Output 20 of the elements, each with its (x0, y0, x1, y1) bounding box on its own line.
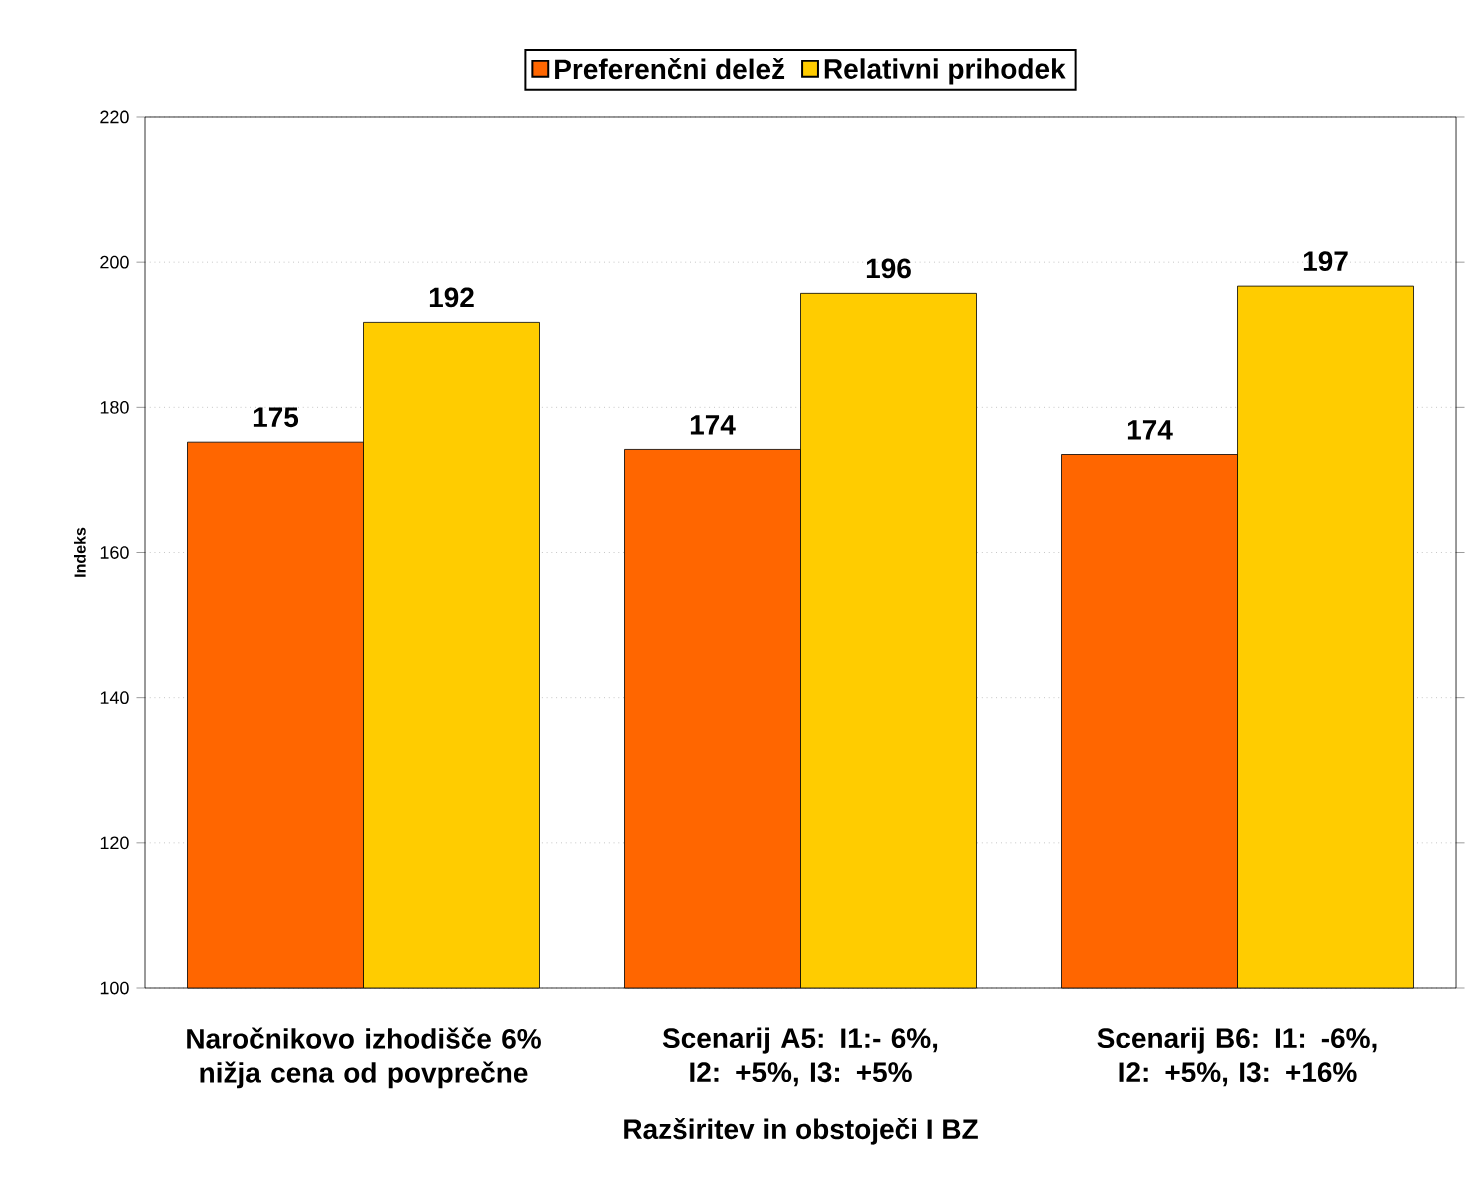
y-tick-label: 100 (100, 981, 129, 995)
y-tick-label: 180 (100, 400, 129, 414)
x-tick-label: Naročnikovo izhodišče 6% nižja cena od povprečne (187, 1027, 541, 1089)
data-label: 197 (1303, 251, 1348, 272)
y-tick-label: 220 (100, 110, 129, 124)
y-tick-label: 160 (100, 546, 129, 559)
data-label: 175 (253, 407, 299, 428)
x-tick-label: Scenarij A5: I1:- 6%, I2: +5%, I3: +5% (662, 1027, 938, 1087)
legend-label: Preferenčni delež (555, 58, 785, 80)
x-tick-label: Scenarij B6: I1: -6%, I2: +5%, I3: +16% (1097, 1027, 1377, 1087)
x-axis-title: Razširitev in obstoječi I BZ (624, 1117, 978, 1145)
legend-label: Relativni prihodek (824, 58, 1066, 85)
data-label: 174 (690, 415, 736, 435)
y-tick-label: 200 (100, 255, 129, 269)
y-axis-title: Indeks (73, 527, 86, 577)
data-label: 192 (429, 287, 474, 308)
y-tick-label: 140 (100, 691, 129, 705)
data-label: 196 (866, 258, 911, 279)
y-tick-label: 120 (100, 836, 129, 850)
data-label: 174 (1127, 420, 1173, 440)
